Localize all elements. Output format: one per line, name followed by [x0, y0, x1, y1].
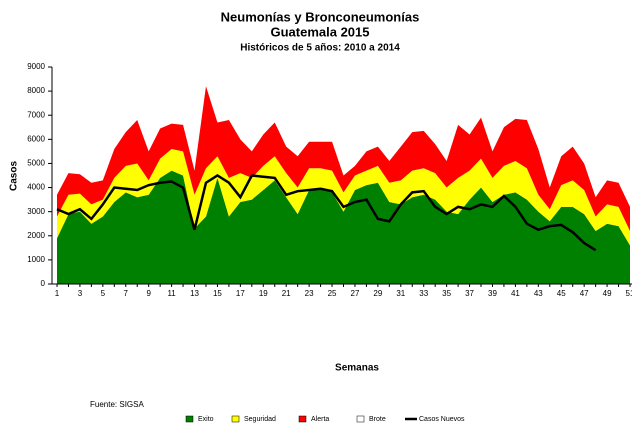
x-tick-label: 13	[190, 289, 199, 298]
x-tick-label: 39	[488, 289, 497, 298]
x-tick-label: 5	[101, 289, 106, 298]
area	[57, 148, 630, 246]
x-tick-label: 19	[259, 289, 268, 298]
x-tick-label: 29	[373, 289, 382, 298]
x-tick-label: 35	[442, 289, 451, 298]
legend-swatch	[356, 415, 365, 423]
y-tick-label: 3000	[27, 207, 45, 216]
x-tick-label: 3	[78, 289, 83, 298]
y-tick-label: 9000	[27, 62, 45, 71]
y-tick-label: 4000	[27, 183, 45, 192]
x-tick-label: 17	[236, 289, 245, 298]
legend-label: Brote	[369, 416, 386, 423]
chart-subtitle: Históricos de 5 años: 2010 a 2014	[240, 43, 400, 54]
legend-label: Alerta	[311, 416, 329, 423]
legend-swatch	[298, 415, 307, 423]
y-axis-title: Casos	[9, 161, 20, 191]
y-tick-label: 7000	[27, 110, 45, 119]
x-tick-label: 9	[146, 289, 151, 298]
x-tick-label: 45	[557, 289, 566, 298]
x-tick-label: 41	[511, 289, 520, 298]
area	[57, 86, 630, 231]
x-tick-label: 37	[465, 289, 474, 298]
x-axis-title: Semanas	[335, 363, 379, 374]
legend-label: Casos Nuevos	[419, 416, 465, 423]
y-tick-label: 8000	[27, 86, 45, 95]
line	[56, 174, 597, 252]
x-tick-label: 25	[328, 289, 337, 298]
x-tick-label: 47	[580, 289, 589, 298]
x-tick-label: 31	[396, 289, 405, 298]
x-tick-label: 51	[626, 289, 632, 298]
x-tick-label: 21	[282, 289, 291, 298]
legend-swatch	[185, 415, 194, 423]
chart-title: Neumonías y Bronconeumonías	[221, 9, 420, 24]
legend-label: Seguridad	[244, 416, 276, 423]
x-tick-label: 33	[419, 289, 428, 298]
y-tick-label: 1000	[27, 255, 45, 264]
y-tick-label: 0	[41, 279, 46, 288]
y-tick-label: 5000	[27, 159, 45, 168]
legend-swatch	[231, 415, 240, 423]
x-tick-label: 27	[351, 289, 360, 298]
y-tick-label: 2000	[27, 231, 45, 240]
y-tick-label: 6000	[27, 134, 45, 143]
x-tick-label: 15	[213, 289, 222, 298]
x-tick-label: 11	[167, 289, 176, 298]
chart-subtitle: Guatemala 2015	[270, 24, 369, 39]
x-tick-label: 23	[305, 289, 314, 298]
x-tick-label: 1	[55, 289, 60, 298]
x-tick-label: 43	[534, 289, 543, 298]
legend-label: Exito	[198, 416, 214, 423]
source-note: Fuente: SIGSA	[90, 400, 144, 409]
x-tick-label: 49	[603, 289, 612, 298]
x-tick-label: 7	[124, 289, 129, 298]
area	[57, 170, 630, 284]
